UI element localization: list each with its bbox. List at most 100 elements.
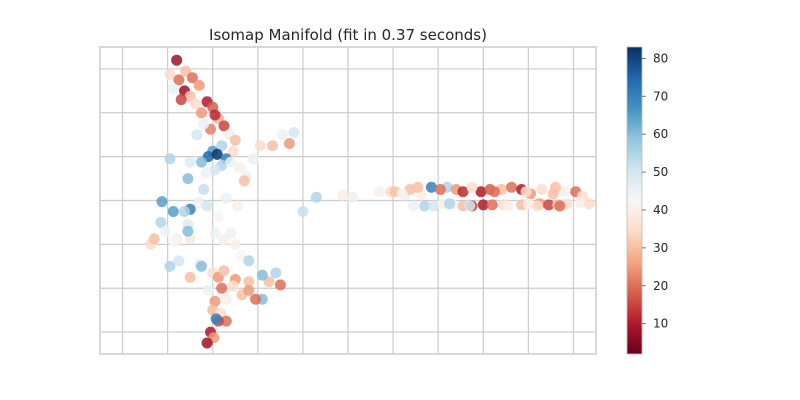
scatter-point <box>283 138 295 149</box>
scatter-point <box>263 276 275 288</box>
scatter-point <box>374 186 386 198</box>
scatter-point <box>274 279 286 291</box>
scatter-point <box>297 206 309 217</box>
colorbar-tick-label: 60 <box>653 127 668 141</box>
colorbar-gradient <box>626 46 643 355</box>
scatter-point <box>574 197 586 209</box>
colorbar-tick-label: 70 <box>653 89 668 103</box>
scatter-point <box>227 145 239 157</box>
colorbar-tick-label: 40 <box>653 203 668 217</box>
scatter-point <box>583 198 595 210</box>
scatter-point <box>558 186 570 198</box>
colorbar-tick-label: 10 <box>653 317 668 331</box>
scatter-point <box>155 216 167 228</box>
scatter-point <box>179 206 190 217</box>
scatter-point <box>543 199 555 211</box>
scatter-point <box>267 140 278 152</box>
scatter-point <box>220 192 232 204</box>
scatter-point <box>216 282 228 294</box>
colorbar-ticks: 10 20 30 40 50 60 70 80 <box>642 51 668 331</box>
scatter-point <box>477 199 489 211</box>
scatter-point <box>522 198 534 210</box>
scatter-point <box>220 293 232 305</box>
scatter-point <box>180 65 192 77</box>
scatter-point <box>412 181 424 193</box>
scatter-point <box>489 186 500 198</box>
scatter-point <box>234 162 246 174</box>
scatter-point <box>212 211 224 223</box>
scatter-point <box>229 134 241 146</box>
scatter-point <box>173 255 185 267</box>
scatter-points <box>145 54 595 349</box>
scatter-point <box>196 260 207 272</box>
plot-area <box>99 46 597 355</box>
scatter-point <box>159 225 171 237</box>
scatter-point <box>227 280 239 292</box>
scatter-point <box>486 199 498 211</box>
scatter-point <box>238 175 250 187</box>
scatter-point <box>288 127 300 138</box>
scatter-point <box>428 200 440 212</box>
scatter-point <box>209 295 221 307</box>
scatter-point <box>167 206 179 217</box>
scatter-point <box>347 191 358 203</box>
scatter-point <box>336 189 348 201</box>
scatter-point <box>198 184 210 195</box>
scatter-point <box>209 109 221 121</box>
scatter-point <box>247 153 259 165</box>
scatter-point <box>196 156 207 168</box>
scatter-point <box>464 200 476 212</box>
scatter-point <box>475 186 487 198</box>
scatter-point <box>232 200 243 212</box>
scatter-point <box>210 313 222 325</box>
scatter-point <box>310 191 322 203</box>
scatter-point <box>277 129 289 141</box>
scatter-point <box>184 90 196 102</box>
scatter-point <box>164 153 176 165</box>
colorbar: 10 20 30 40 50 60 70 80 <box>626 46 668 355</box>
scatter-point <box>457 186 469 198</box>
scatter-point <box>184 271 196 283</box>
scatter-point <box>536 184 548 195</box>
scatter-point <box>520 186 532 198</box>
scatter-point <box>218 234 230 246</box>
scatter-point <box>396 188 408 200</box>
scatter-point <box>254 140 266 152</box>
scatter-point <box>502 200 514 212</box>
scatter-point <box>201 200 213 212</box>
scatter-point <box>218 265 230 277</box>
scatter-point <box>549 181 561 193</box>
scatter-point <box>209 164 221 176</box>
scatter-point <box>173 74 185 86</box>
scatter-point <box>235 249 247 261</box>
scatter-point <box>148 233 160 245</box>
scatter-point <box>168 236 180 248</box>
scatter-point <box>196 107 207 119</box>
scatter-point <box>225 227 237 239</box>
scatter-point <box>506 181 517 193</box>
scatter-point <box>256 269 268 281</box>
scatter-point <box>209 227 221 239</box>
scatter-point <box>191 129 203 141</box>
colorbar-tick-label: 20 <box>653 279 668 293</box>
scatter-point <box>225 156 237 168</box>
scatter-point <box>425 181 437 193</box>
scatter-point <box>164 260 176 272</box>
scatter-point <box>184 156 196 168</box>
scatter-point <box>407 200 419 212</box>
colorbar-tick-label: 50 <box>653 165 668 179</box>
scatter-point <box>434 184 446 195</box>
scatter-point <box>202 284 214 296</box>
scatter-point <box>250 293 262 305</box>
scatter-point <box>186 72 198 84</box>
scatter-point <box>466 181 478 193</box>
plot-frame <box>99 46 597 355</box>
scatter-point <box>200 167 212 179</box>
scatter-point <box>167 83 179 95</box>
scatter-point <box>220 315 232 327</box>
scatter-point <box>216 140 228 152</box>
scatter-point <box>243 284 255 296</box>
scatter-point <box>175 94 187 106</box>
scatter-point <box>171 54 183 66</box>
